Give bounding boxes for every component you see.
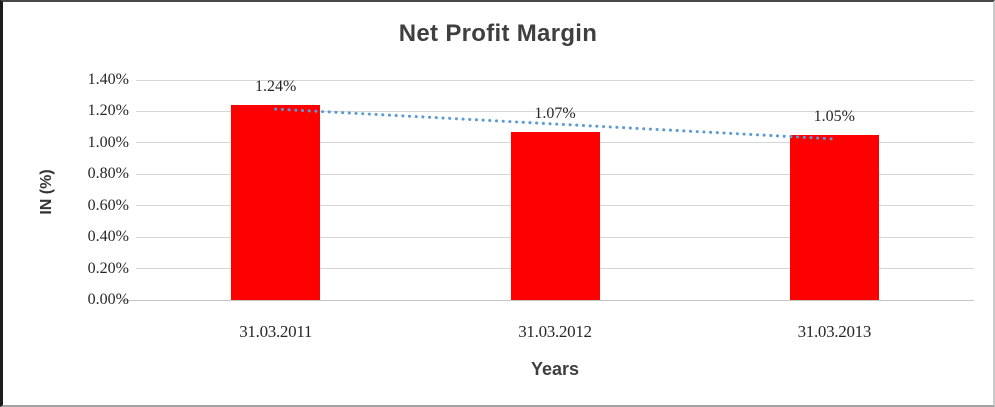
y-axis-tick-label: 0.20% <box>87 259 129 277</box>
trendline <box>274 107 836 141</box>
y-axis-tick-label: 1.40% <box>87 71 129 88</box>
plot-area: 1.24% 1.07% 1.05% <box>120 78 974 301</box>
bar-value-label: 1.24% <box>254 78 297 96</box>
bar-31.03.2013 <box>789 135 879 300</box>
y-axis-tick-label: 1.20% <box>87 102 129 120</box>
y-axis-tick-label: 0.60% <box>87 196 129 214</box>
y-axis-title: IN (%) <box>38 169 55 215</box>
chart-title: Net Profit Margin <box>398 20 598 47</box>
y-axis-tick-label: 1.00% <box>87 133 129 151</box>
x-axis-tick-label: 31.03.2013 <box>797 322 872 341</box>
bar-value-label: 1.07% <box>534 104 576 122</box>
x-axis-tick-label: 31.03.2011 <box>239 322 313 341</box>
y-axis-tick-label: 0.40% <box>87 228 129 246</box>
gridline <box>136 79 974 81</box>
x-axis-title: Years <box>530 359 580 379</box>
y-axis-tick-label: 0.80% <box>87 165 129 183</box>
y-axis-tick-label: 0.00% <box>87 291 129 308</box>
gridline <box>120 299 974 301</box>
gridline <box>136 110 974 112</box>
bar-31.03.2012 <box>510 131 600 300</box>
x-axis-tick-label: 31.03.2012 <box>518 322 592 341</box>
bar-value-label: 1.05% <box>813 108 855 125</box>
bar-31.03.2011 <box>231 105 321 300</box>
